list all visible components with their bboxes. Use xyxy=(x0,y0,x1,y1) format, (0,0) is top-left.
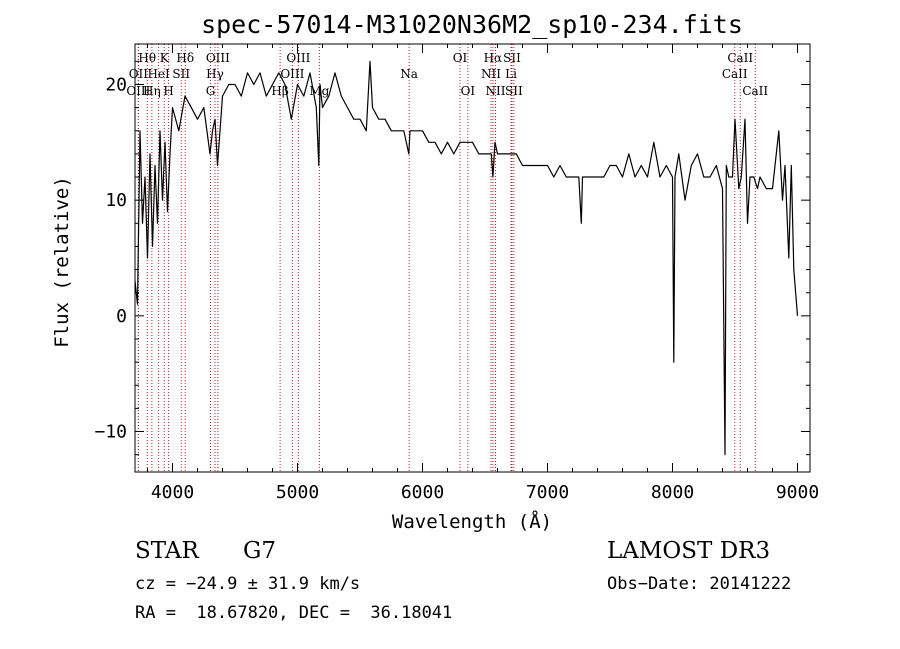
line-label-21: NII xyxy=(481,67,501,81)
observation-date: Obs−Date: 20141222 xyxy=(607,574,792,594)
line-label-16: Na xyxy=(400,67,418,81)
line-label-6: SII xyxy=(172,67,190,81)
flux-line xyxy=(134,60,799,456)
line-label-11: G xyxy=(206,84,216,98)
x-tick-label-1: 5000 xyxy=(276,482,319,503)
y-tick-label-3: 20 xyxy=(105,74,127,95)
x-tick-label-5: 9000 xyxy=(776,482,819,503)
x-tick-label-4: 8000 xyxy=(651,482,694,503)
line-label-19: Hα xyxy=(484,51,503,65)
survey-name: LAMOST DR3 xyxy=(607,538,771,564)
line-label-13: OIII xyxy=(280,67,304,81)
line-label-18: OI xyxy=(461,84,476,98)
line-label-23: NII xyxy=(486,84,506,98)
line-label-9: OIII xyxy=(206,51,230,65)
x-tick-label-3: 7000 xyxy=(526,482,569,503)
line-label-10: Hγ xyxy=(206,67,224,81)
y-axis-label: Flux (relative) xyxy=(51,176,73,348)
x-tick-label-0: 4000 xyxy=(151,482,194,503)
line-label-5: Hη xyxy=(143,84,161,98)
line-label-4: HeI xyxy=(147,67,170,81)
redshift-cz: cz = −24.9 ± 31.9 km/s xyxy=(135,574,361,594)
line-label-22: Li xyxy=(505,67,517,81)
y-tick-label-2: 10 xyxy=(105,190,127,211)
line-label-24: SII xyxy=(505,84,523,98)
line-label-12: OIII xyxy=(286,51,310,65)
line-label-14: Hβ xyxy=(271,84,288,98)
x-tick-label-2: 6000 xyxy=(401,482,444,503)
line-label-8: Hδ xyxy=(176,51,194,65)
object-class: STAR xyxy=(135,538,199,564)
sky-coordinates: RA = 18.67820, DEC = 36.18041 xyxy=(135,603,453,623)
line-label-26: CaII xyxy=(722,67,748,81)
line-label-3: K xyxy=(160,51,170,65)
line-label-7: H xyxy=(163,84,173,98)
line-label-17: OI xyxy=(453,51,468,65)
flux-series xyxy=(134,60,799,456)
axis-ticks: 4000 5000 6000 7000 8000 9000 −10 0 10 20 xyxy=(94,44,819,503)
y-tick-label-0: −10 xyxy=(94,422,127,443)
object-subclass: G7 xyxy=(243,538,277,564)
line-label-20: SII xyxy=(503,51,521,65)
x-axis-label: Wavelength (Å) xyxy=(392,510,552,533)
plot-frame xyxy=(134,43,811,473)
line-label-25: CaII xyxy=(727,51,753,65)
y-tick-label-1: 0 xyxy=(116,306,127,327)
chart-title: spec-57014-M31020N36M2_sp10-234.fits xyxy=(201,10,743,39)
line-label-27: CaII xyxy=(742,84,768,98)
line-label-2: OIII xyxy=(126,84,150,98)
line-label-0: Hθ xyxy=(138,51,156,65)
